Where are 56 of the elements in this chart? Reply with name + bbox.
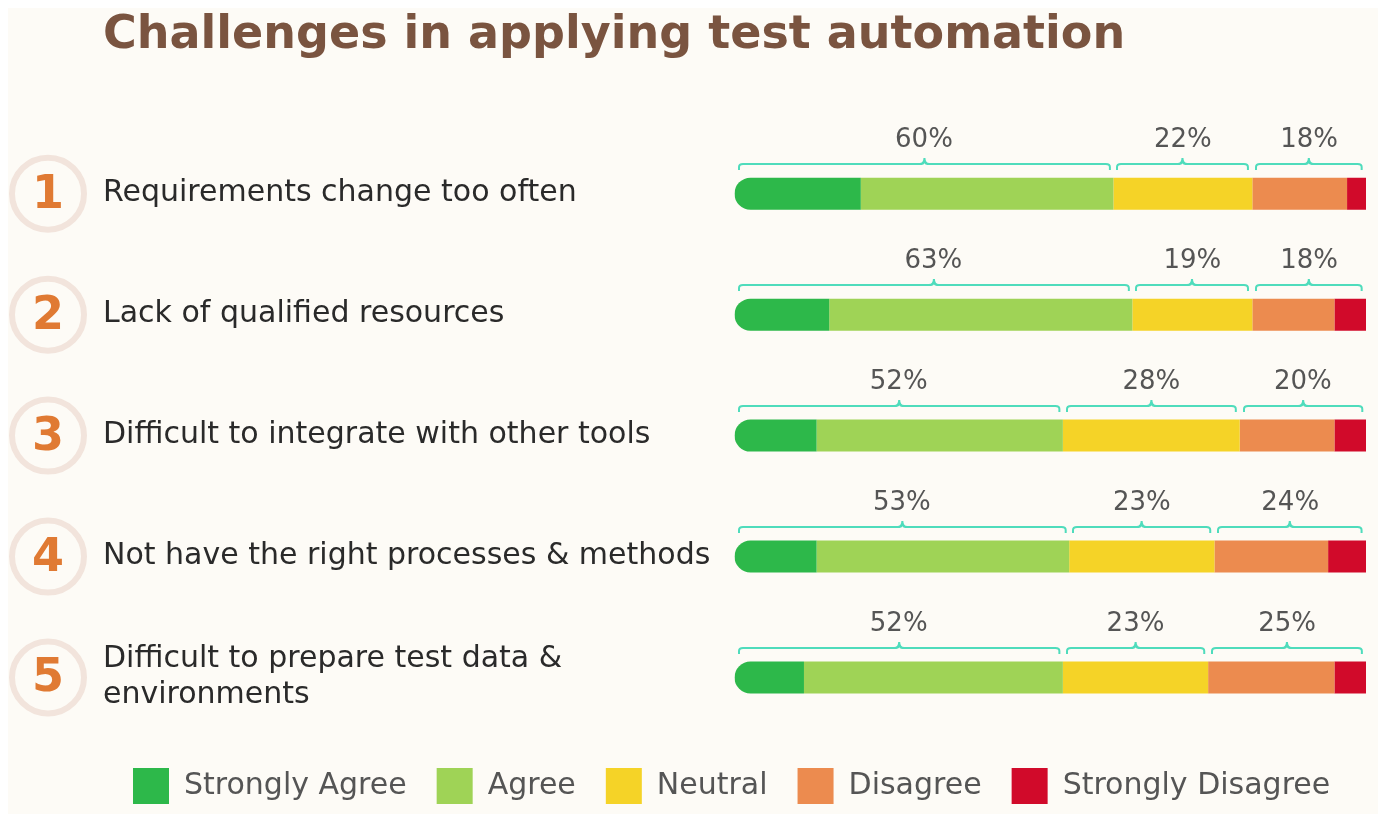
bar <box>1347 177 1366 210</box>
annotation: 28% <box>1122 365 1181 396</box>
annotation: 23% <box>1112 486 1171 517</box>
legend-label: Disagree <box>848 765 982 801</box>
bar <box>734 419 817 452</box>
annotation: 25% <box>1258 607 1316 638</box>
text: 3 <box>31 406 65 461</box>
legend-label: Neutral <box>656 765 768 801</box>
bar <box>734 298 830 331</box>
text: 1 <box>31 164 65 219</box>
annotation: 52% <box>869 365 928 396</box>
bar <box>1132 298 1253 331</box>
bar <box>829 298 1133 331</box>
bar <box>1252 298 1335 331</box>
bar <box>816 419 1063 452</box>
annotation: 23% <box>1106 607 1165 638</box>
bar <box>1062 661 1209 694</box>
annotation: 53% <box>872 486 931 517</box>
bar <box>734 540 817 573</box>
bar <box>734 661 804 694</box>
legend-label: Strongly Disagree <box>1062 765 1331 801</box>
text: 2 <box>31 285 65 340</box>
bar <box>734 177 861 210</box>
bar <box>1334 298 1366 331</box>
annotation: 18% <box>1280 244 1339 275</box>
annotation: 22% <box>1153 123 1212 154</box>
legend-label: Strongly Agree <box>184 765 407 801</box>
annotation: 20% <box>1273 365 1332 396</box>
text: 5 <box>31 648 65 703</box>
bar <box>1069 540 1215 573</box>
y-tick-label: Requirements change too often <box>103 173 577 209</box>
y-tick-label: Difficult to integrate with other tools <box>103 415 651 451</box>
annotation: 63% <box>904 244 963 275</box>
chart-title: Challenges in applying test automation <box>103 4 1126 59</box>
bar <box>1334 419 1366 452</box>
bar <box>803 661 1063 694</box>
text: 4 <box>31 527 65 582</box>
bar <box>1334 661 1366 694</box>
y-tick-label: Not have the right processes & methods <box>103 536 711 572</box>
bar <box>1252 177 1348 210</box>
bar <box>1113 177 1253 210</box>
annotation: 52% <box>869 607 928 638</box>
y-tick-label: Difficult to prepare test data & environments <box>103 639 563 711</box>
bar <box>1214 540 1329 573</box>
legend-label: Agree <box>487 765 576 801</box>
bar <box>1328 540 1366 573</box>
annotation: 60% <box>895 123 953 154</box>
annotation: 18% <box>1280 123 1339 154</box>
annotation: 24% <box>1261 486 1320 517</box>
bar <box>1239 419 1335 452</box>
bar <box>860 177 1114 210</box>
y-tick-label: Lack of qualified resources <box>103 294 505 330</box>
bar <box>816 540 1070 573</box>
annotation: 19% <box>1163 244 1222 275</box>
bar <box>1208 661 1335 694</box>
bar <box>1062 419 1240 452</box>
